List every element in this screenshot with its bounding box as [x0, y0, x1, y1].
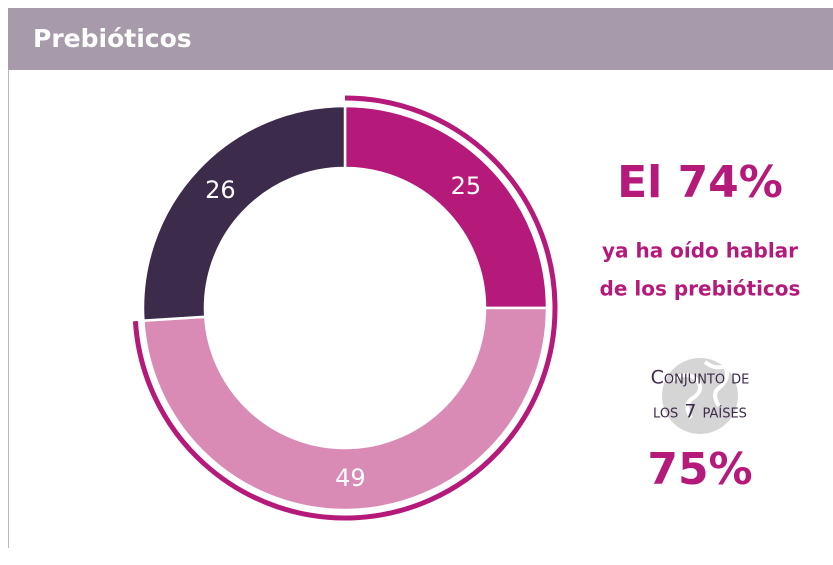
group-line: los 7 países	[653, 401, 747, 423]
chart-title: Prebióticos	[33, 24, 192, 53]
header-bar	[8, 8, 833, 70]
data-label: 25	[451, 172, 482, 200]
note-line: ya ha oído hablar	[602, 239, 798, 263]
group-line: Conjunto de	[651, 367, 750, 389]
globe-icon	[662, 358, 738, 434]
data-label: 49	[335, 464, 366, 492]
donut: 25 49 26	[132, 95, 558, 521]
data-label: 26	[205, 176, 236, 204]
donut-segment	[141, 104, 347, 323]
donut-segment	[142, 306, 549, 512]
group-value: 75%	[647, 444, 752, 495]
highlight-arc	[132, 95, 558, 521]
note-line: de los prebióticos	[600, 277, 801, 301]
headline: El 74%	[617, 157, 783, 208]
